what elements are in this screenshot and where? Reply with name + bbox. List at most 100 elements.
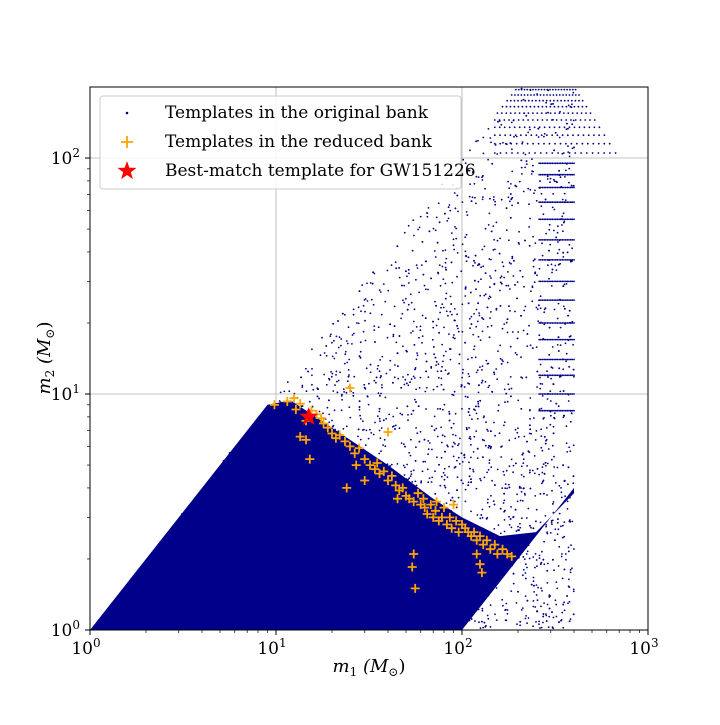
original-bank-point	[393, 596, 396, 599]
original-bank-point	[467, 616, 470, 618]
original-bank-point	[477, 391, 480, 394]
original-bank-point	[421, 241, 424, 243]
original-bank-point	[361, 541, 363, 543]
original-bank-point	[309, 534, 312, 536]
original-bank-point	[453, 565, 455, 567]
original-bank-point	[544, 259, 547, 261]
original-bank-point	[423, 284, 426, 287]
original-bank-point	[492, 545, 495, 547]
reduced-bank-point	[289, 393, 299, 403]
original-bank-point	[392, 506, 394, 509]
original-bank-point	[537, 88, 540, 91]
reduced-bank-point	[409, 549, 419, 559]
original-bank-point	[438, 221, 441, 224]
original-bank-point	[237, 626, 240, 628]
original-bank-point	[410, 413, 413, 415]
original-bank-point	[442, 603, 445, 605]
original-bank-point	[503, 323, 506, 325]
original-bank-point	[388, 576, 390, 579]
original-bank-point	[192, 552, 194, 555]
original-bank-point	[554, 599, 557, 602]
original-bank-point	[457, 456, 460, 459]
original-bank-point	[152, 563, 155, 565]
original-bank-point	[559, 186, 562, 189]
original-bank-point	[461, 598, 464, 601]
original-bank-point	[283, 390, 286, 393]
original-bank-point	[364, 319, 366, 322]
original-bank-point	[416, 352, 418, 354]
original-bank-point	[573, 218, 575, 221]
reduced-bank-point	[323, 423, 333, 433]
original-bank-point	[330, 375, 333, 378]
original-bank-point	[266, 539, 268, 542]
original-bank-point	[230, 510, 232, 512]
original-bank-point	[522, 452, 524, 455]
original-bank-point	[548, 218, 550, 221]
original-bank-point	[311, 383, 313, 386]
original-bank-point	[565, 442, 568, 445]
original-bank-point	[471, 608, 474, 611]
original-bank-point	[344, 353, 347, 356]
original-bank-point	[572, 134, 574, 137]
original-bank-point	[482, 152, 485, 155]
original-bank-point	[544, 322, 547, 324]
original-bank-point	[558, 484, 561, 487]
legend-marker-reduced	[121, 136, 133, 148]
original-bank-point	[227, 551, 230, 554]
original-bank-point	[493, 503, 496, 506]
original-bank-point	[488, 462, 491, 464]
original-bank-point	[535, 199, 538, 202]
original-bank-point	[516, 539, 519, 541]
original-bank-point	[582, 134, 585, 137]
original-bank-point	[389, 359, 392, 362]
original-bank-point	[373, 529, 375, 531]
original-bank-point	[427, 448, 430, 450]
original-bank-point	[380, 450, 382, 453]
original-bank-point	[367, 481, 370, 484]
original-bank-point	[504, 142, 507, 145]
x-axis-label: m1 (M⊙)	[333, 656, 406, 679]
original-bank-point	[228, 452, 231, 454]
original-bank-point	[572, 482, 575, 485]
original-bank-point	[561, 393, 564, 395]
original-bank-point	[411, 625, 414, 627]
original-bank-point	[479, 294, 482, 297]
original-bank-point	[461, 461, 464, 463]
original-bank-point	[403, 231, 406, 234]
original-bank-point	[457, 496, 460, 499]
original-bank-point	[543, 563, 546, 566]
original-bank-point	[569, 358, 572, 361]
original-bank-point	[412, 219, 415, 222]
original-bank-point	[550, 103, 553, 105]
original-bank-point	[238, 508, 240, 510]
original-bank-point	[561, 186, 564, 189]
original-bank-point	[554, 142, 556, 145]
original-bank-point	[293, 600, 296, 603]
original-bank-point	[559, 344, 562, 346]
original-bank-point	[282, 402, 285, 404]
original-bank-point	[177, 603, 180, 605]
original-bank-point	[442, 388, 445, 391]
original-bank-point	[339, 601, 342, 603]
original-bank-point	[517, 435, 520, 438]
original-bank-point	[452, 238, 455, 241]
original-bank-point	[389, 505, 392, 507]
original-bank-point	[480, 381, 483, 384]
original-bank-point	[331, 372, 334, 375]
original-bank-point	[475, 140, 478, 143]
original-bank-point	[578, 99, 580, 102]
original-bank-point	[519, 526, 522, 529]
original-bank-point	[116, 610, 119, 613]
reduced-bank-point	[327, 429, 337, 438]
original-bank-point	[151, 586, 154, 589]
original-bank-point	[436, 370, 439, 373]
original-bank-point	[253, 501, 255, 503]
original-bank-point	[538, 322, 541, 324]
original-bank-point	[558, 126, 561, 129]
original-bank-point	[464, 288, 467, 290]
original-bank-point	[410, 378, 413, 380]
original-bank-point	[348, 358, 351, 361]
original-bank-point	[550, 414, 552, 417]
original-bank-point	[295, 479, 298, 482]
original-bank-point	[567, 314, 569, 317]
